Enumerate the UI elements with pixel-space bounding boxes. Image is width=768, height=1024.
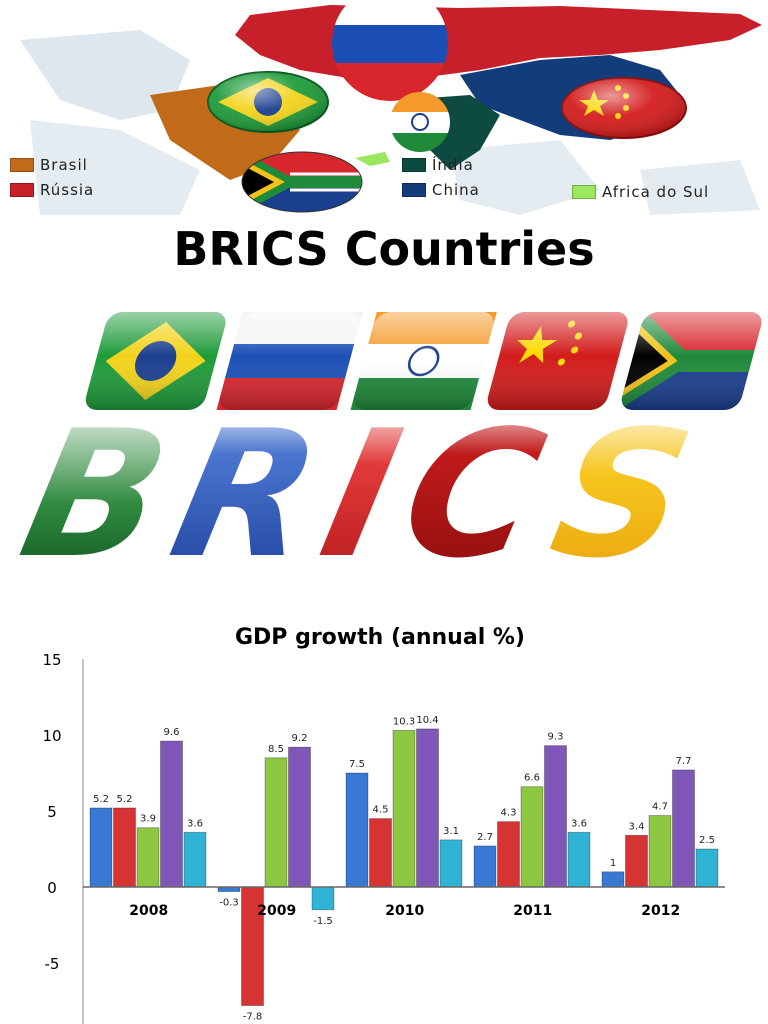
y-tick-label: 15 (42, 651, 61, 669)
india-flag-tile (350, 312, 497, 410)
russia-flag-tile (216, 312, 363, 410)
x-tick-label: 2010 (385, 903, 424, 919)
bar (288, 746, 311, 888)
legend-label: China (432, 181, 480, 199)
data-label: 3.6 (571, 818, 587, 829)
bar (672, 769, 695, 888)
data-label: 4.5 (373, 805, 389, 816)
bar (567, 831, 591, 888)
x-tick-label: 2011 (513, 903, 552, 919)
data-label: 3.9 (140, 814, 156, 825)
y-tick-label: 5 (47, 803, 57, 821)
bar (497, 821, 520, 888)
bar (160, 740, 183, 888)
data-label: 1 (610, 858, 616, 869)
bar (601, 871, 625, 888)
bar (113, 807, 136, 888)
logo-letter-s: S (537, 393, 706, 570)
bar (695, 848, 719, 888)
x-tick-label: 2008 (129, 903, 168, 919)
data-label: 3.1 (443, 826, 459, 837)
bar (473, 845, 497, 888)
bar (136, 827, 160, 888)
bar (520, 786, 544, 888)
bar (648, 815, 672, 888)
legend-swatch (402, 158, 426, 172)
page-title: BRICS Countries (173, 222, 595, 276)
data-label: 5.2 (117, 794, 133, 805)
south-africa-flag-globe (241, 151, 363, 213)
legend-label: Africa do Sul (602, 183, 710, 201)
legend-item-russia: Rússia (10, 181, 94, 199)
bar (183, 831, 207, 888)
china-flag-tile (487, 312, 628, 410)
data-label: -7.8 (243, 1012, 263, 1023)
india-flag-globe (390, 92, 450, 152)
bar (89, 807, 113, 888)
bar (544, 745, 567, 888)
x-tick-label: 2012 (641, 903, 680, 919)
bar (264, 757, 288, 888)
brics-logo: B R I C S (7, 312, 765, 570)
chart-title: GDP growth (annual %) (235, 625, 525, 650)
legend-item-brasil: Brasil (10, 156, 88, 174)
data-label: 4.3 (501, 808, 517, 819)
data-label: -0.3 (219, 898, 239, 909)
logo-letter-c: C (387, 393, 559, 570)
data-label: 5.2 (93, 794, 109, 805)
bar (416, 728, 439, 888)
legend-item-south-africa: Africa do Sul (572, 183, 709, 201)
brics-world-map (20, 0, 762, 215)
data-label: 8.5 (268, 744, 284, 755)
south-africa-shape (355, 152, 390, 166)
logo-letter-r: R (157, 393, 335, 570)
brazil-flag-tile (85, 312, 226, 410)
china-flag-globe (561, 77, 687, 139)
legend-swatch (10, 183, 34, 197)
data-label: 6.6 (524, 773, 540, 784)
legend-label: Brasil (40, 156, 88, 174)
bar (369, 818, 392, 888)
data-label: 10.3 (393, 716, 415, 727)
data-label: 3.6 (187, 818, 203, 829)
data-label: -1.5 (313, 916, 333, 927)
y-tick-label: 0 (47, 879, 57, 897)
bar (392, 730, 416, 888)
logo-letter-b: B (7, 393, 184, 570)
y-tick-label: 10 (42, 727, 61, 745)
legend-item-china: China (402, 181, 480, 199)
bar (439, 839, 463, 888)
south-africa-flag-tile (618, 312, 765, 410)
legend-swatch (402, 183, 426, 197)
data-label: 9.6 (164, 727, 180, 738)
legend-swatch (10, 158, 34, 172)
data-label: 4.7 (652, 802, 668, 813)
legend-item-india: Índia (402, 156, 474, 174)
data-label: 2.7 (477, 832, 493, 843)
gdp-growth-chart: GDP growth (annual %) 15 10 5 0 -5 5.2 5.2 3.9 9… (42, 625, 725, 1024)
data-label: 2.5 (699, 835, 715, 846)
legend-swatch (572, 185, 596, 199)
data-label: 9.2 (292, 733, 308, 744)
legend-label: Índia (432, 156, 474, 174)
russia-flag-globe (332, 0, 448, 101)
data-label: 9.3 (548, 732, 564, 743)
data-label: 7.5 (349, 759, 365, 770)
data-label: 10.4 (416, 715, 438, 726)
brazil-flag-globe (207, 71, 329, 133)
bar (345, 772, 369, 888)
data-label: 3.4 (629, 821, 645, 832)
y-tick-label: -5 (45, 955, 60, 973)
legend-label: Rússia (40, 181, 95, 199)
bar (311, 886, 335, 911)
bar (625, 834, 648, 888)
data-label: 7.7 (676, 756, 692, 767)
x-tick-label: 2009 (257, 903, 296, 919)
